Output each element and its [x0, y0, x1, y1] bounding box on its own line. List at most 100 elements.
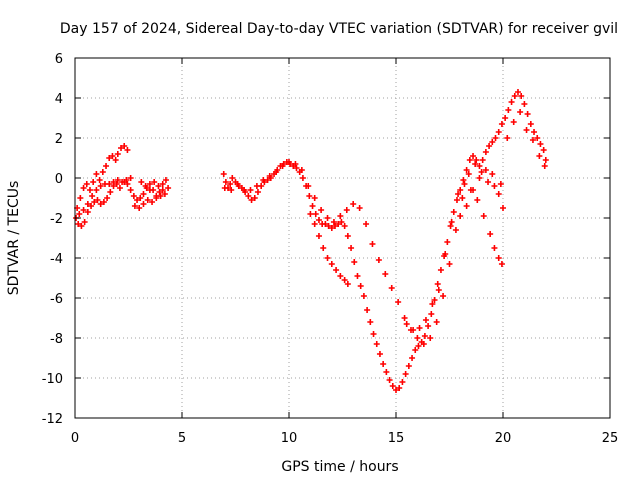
- data-point: [165, 185, 172, 191]
- y-axis-title: SDTVAR / TECUs: [6, 181, 22, 296]
- y-tick-label: -12: [42, 412, 63, 427]
- data-point: [420, 341, 427, 347]
- data-point: [487, 231, 494, 237]
- data-point: [88, 203, 95, 209]
- data-point: [489, 171, 496, 177]
- data-point: [524, 111, 531, 117]
- data-point: [504, 135, 511, 141]
- data-point: [137, 195, 144, 201]
- data-point: [157, 193, 164, 199]
- data-point: [315, 217, 322, 223]
- data-point: [136, 205, 143, 211]
- x-tick-label: 10: [281, 431, 298, 446]
- y-tick-label: -2: [50, 212, 63, 227]
- data-point: [517, 109, 524, 115]
- data-point: [80, 185, 87, 191]
- data-point: [114, 151, 121, 157]
- data-point: [455, 191, 462, 197]
- data-point: [124, 181, 131, 187]
- data-point: [428, 311, 435, 317]
- data-point: [286, 159, 292, 165]
- data-point: [337, 213, 344, 219]
- data-point: [153, 195, 160, 201]
- x-tick-label: 5: [178, 431, 186, 446]
- data-point: [104, 195, 111, 201]
- data-point: [248, 197, 255, 203]
- data-point: [330, 219, 337, 225]
- data-point: [315, 233, 322, 239]
- data-point: [116, 185, 123, 191]
- data-point: [514, 89, 521, 95]
- data-point: [279, 163, 286, 169]
- data-point: [495, 191, 502, 197]
- data-point: [341, 277, 348, 283]
- data-point: [324, 215, 331, 221]
- data-point: [425, 323, 432, 329]
- data-point: [459, 195, 466, 201]
- data-point: [473, 157, 480, 163]
- data-point: [80, 207, 87, 213]
- data-point: [307, 211, 314, 217]
- data-point: [529, 137, 536, 143]
- data-point: [227, 181, 234, 187]
- data-point: [109, 153, 116, 159]
- data-point: [363, 221, 370, 227]
- data-point: [332, 223, 339, 229]
- data-point: [460, 177, 467, 183]
- data-point: [399, 379, 406, 385]
- data-point: [497, 181, 504, 187]
- data-point: [324, 255, 331, 261]
- data-point: [508, 99, 515, 105]
- data-point: [476, 175, 483, 181]
- data-point: [534, 135, 541, 141]
- data-point: [395, 299, 402, 305]
- data-point: [245, 193, 252, 199]
- data-point: [99, 169, 106, 175]
- data-point: [474, 197, 481, 203]
- data-point: [470, 153, 477, 159]
- data-point: [140, 191, 147, 197]
- data-point: [386, 377, 393, 383]
- data-point: [541, 163, 548, 169]
- data-point: [375, 257, 382, 263]
- data-point: [536, 153, 543, 159]
- data-point: [84, 201, 91, 207]
- data-point: [518, 93, 525, 99]
- data-point: [360, 293, 367, 299]
- data-point: [292, 161, 299, 167]
- data-point: [144, 197, 151, 203]
- data-point: [343, 207, 350, 213]
- data-point: [309, 203, 316, 209]
- data-point: [312, 211, 319, 217]
- data-point: [247, 187, 254, 193]
- data-point: [138, 179, 145, 185]
- data-point: [253, 183, 260, 189]
- data-point: [146, 187, 153, 193]
- data-point: [466, 157, 473, 163]
- data-point: [495, 129, 502, 135]
- data-point: [75, 221, 82, 227]
- data-point: [162, 177, 169, 183]
- data-point: [489, 139, 496, 145]
- data-point: [510, 119, 517, 125]
- data-point: [402, 371, 409, 377]
- data-point: [110, 179, 117, 185]
- data-point: [393, 387, 399, 393]
- x-tick-label: 20: [495, 431, 512, 446]
- data-point: [435, 287, 442, 293]
- data-point: [479, 157, 486, 163]
- data-point: [121, 143, 128, 149]
- data-point: [335, 221, 342, 227]
- data-point: [442, 251, 449, 257]
- data-point: [149, 199, 156, 205]
- data-point: [338, 219, 345, 225]
- data-point: [542, 157, 549, 163]
- data-point: [254, 189, 261, 195]
- x-tick-label: 15: [388, 431, 405, 446]
- data-point: [433, 319, 440, 325]
- data-point: [491, 183, 498, 189]
- data-point: [156, 189, 163, 195]
- data-point: [221, 185, 228, 191]
- data-point: [114, 177, 121, 183]
- data-point: [461, 181, 468, 187]
